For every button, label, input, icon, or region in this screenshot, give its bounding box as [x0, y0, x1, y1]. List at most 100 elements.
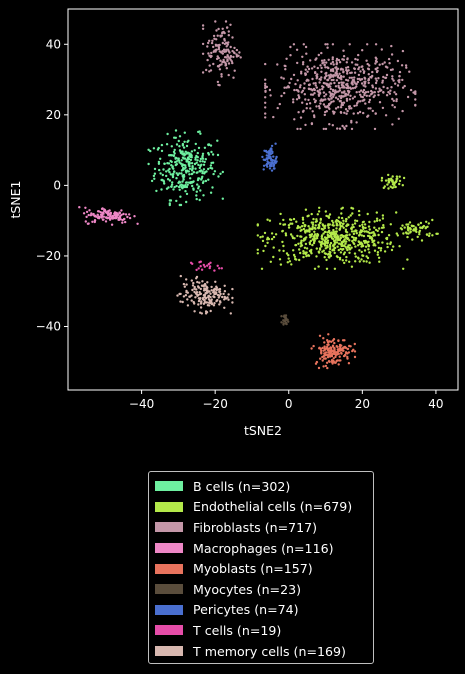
legend-item: Myoblasts (n=157) [155, 558, 373, 579]
point [317, 53, 320, 57]
point [334, 71, 337, 75]
point [407, 232, 410, 235]
point [192, 171, 196, 174]
point [200, 268, 204, 271]
point [197, 163, 200, 167]
point [351, 223, 354, 226]
point [215, 38, 218, 41]
point [335, 359, 338, 363]
point [159, 172, 162, 175]
point [333, 251, 336, 255]
point [342, 219, 345, 222]
point [298, 226, 302, 229]
point [367, 244, 371, 247]
point [335, 351, 339, 354]
point [336, 219, 340, 223]
point [158, 168, 161, 172]
point [317, 210, 321, 213]
point [315, 234, 318, 238]
point [289, 45, 292, 49]
point [355, 229, 358, 232]
point [180, 151, 183, 155]
point [356, 63, 359, 66]
point [202, 168, 206, 171]
point [340, 216, 344, 220]
point [327, 106, 330, 109]
point [256, 234, 259, 237]
point [368, 220, 371, 224]
point [268, 156, 271, 160]
point [184, 181, 188, 184]
point [386, 87, 389, 90]
point [136, 222, 139, 225]
point [217, 175, 220, 178]
point [185, 278, 188, 281]
point [338, 72, 341, 76]
x-tick-label: −20 [203, 397, 228, 411]
point [368, 235, 371, 238]
point [400, 228, 404, 231]
point [354, 82, 357, 85]
point [185, 289, 188, 293]
point [216, 44, 220, 47]
point [196, 183, 199, 186]
point [371, 109, 374, 113]
point [299, 127, 302, 131]
point [339, 111, 343, 115]
point [180, 159, 183, 162]
point [301, 55, 304, 58]
point [223, 42, 227, 46]
point [328, 247, 332, 251]
point [209, 299, 213, 302]
point [296, 79, 299, 82]
point [303, 82, 306, 85]
point [82, 212, 86, 215]
point [309, 236, 312, 239]
point [344, 108, 348, 111]
point [282, 218, 285, 222]
point [346, 79, 350, 82]
point [196, 156, 199, 159]
point [322, 249, 325, 252]
point [342, 234, 345, 238]
point [339, 224, 342, 227]
point [212, 172, 215, 176]
point [373, 94, 376, 97]
point [388, 92, 392, 95]
point [369, 107, 372, 110]
point [287, 320, 290, 323]
point [122, 212, 125, 216]
point [338, 95, 341, 98]
point [282, 249, 285, 253]
point [124, 213, 128, 216]
point [84, 220, 88, 223]
point [305, 107, 308, 110]
point [304, 242, 308, 246]
point [326, 43, 329, 46]
point [376, 69, 379, 73]
point [359, 93, 362, 97]
point [332, 249, 336, 252]
point [282, 315, 286, 318]
point [226, 296, 229, 299]
point [206, 304, 210, 307]
point [359, 70, 362, 73]
point [195, 291, 199, 294]
point [326, 78, 330, 82]
point [414, 92, 417, 96]
point [175, 156, 178, 160]
point [412, 224, 415, 228]
point [224, 20, 228, 23]
point [307, 67, 311, 71]
point [314, 362, 318, 365]
point [345, 255, 348, 259]
point [292, 98, 295, 101]
point [350, 246, 353, 249]
point [354, 255, 357, 258]
point [332, 357, 335, 360]
point [324, 105, 327, 108]
point [349, 248, 352, 251]
legend-swatch [155, 646, 183, 657]
point [201, 160, 204, 163]
point [387, 181, 390, 184]
